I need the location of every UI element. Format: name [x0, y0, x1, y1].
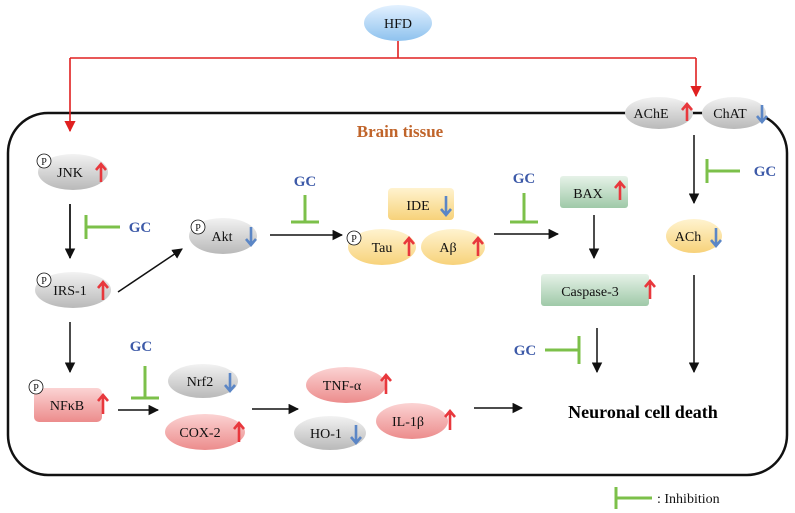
nfkb-phospho-icon — [28, 379, 44, 395]
caspase3-node — [541, 274, 649, 306]
nrf2-node — [168, 364, 238, 398]
tau-phospho-icon — [346, 230, 362, 246]
nrf2-down-arrow — [224, 373, 236, 394]
ide-label: IDE — [406, 199, 429, 214]
hfd-node — [364, 5, 432, 41]
hfd-label: HFD — [384, 17, 412, 32]
ho1-down-arrow — [350, 425, 362, 446]
tau-label: Tau — [372, 241, 393, 256]
cox2-up-arrow — [233, 420, 245, 442]
irs1-up-arrow — [97, 279, 109, 300]
chat-node — [702, 97, 766, 129]
il1b-node — [376, 403, 448, 439]
legend-inhibition-icon — [614, 487, 652, 509]
gc-label-amyloid: GC — [513, 171, 536, 187]
irs1-to-akt-arrow — [117, 248, 183, 293]
irs1-label: IRS-1 — [53, 284, 86, 299]
ho1-node — [294, 416, 366, 450]
brain-tissue-boundary — [6, 111, 789, 477]
nfkb-node — [34, 388, 102, 422]
gc-inhibition-amyloid — [510, 193, 538, 224]
tnfa-up-arrow — [380, 372, 392, 394]
irs1-phospho-icon — [36, 272, 52, 288]
cox2-label: COX-2 — [179, 426, 220, 441]
gc-label-ache: GC — [754, 164, 777, 180]
ide-node — [388, 188, 454, 220]
abeta-up-arrow — [472, 235, 484, 256]
il1b-label: IL-1β — [392, 415, 424, 430]
gc-inhibition-jnk — [84, 215, 120, 239]
akt-phospho-symbol: P — [195, 223, 201, 234]
chat-label: ChAT — [713, 107, 747, 122]
gc-inhibition-nrf2 — [131, 366, 159, 400]
jnk-phospho-icon — [36, 153, 52, 169]
nfkb-label: NFκB — [50, 399, 84, 414]
ache-up-arrow — [681, 101, 693, 121]
bax-label: BAX — [573, 187, 603, 202]
ide-down-arrow — [440, 196, 452, 218]
chat-down-arrow — [756, 105, 768, 125]
gc-inhibition-akt — [291, 195, 319, 224]
bax-up-arrow — [614, 179, 626, 200]
ho1-label: HO-1 — [310, 427, 342, 442]
ache-node — [625, 97, 693, 129]
tau-phospho-symbol: P — [351, 234, 357, 245]
jnk-label: JNK — [57, 166, 83, 181]
bax-node — [560, 176, 628, 208]
tau-node — [348, 229, 416, 265]
caspase3-label: Caspase-3 — [561, 285, 619, 300]
gc-label-caspase: GC — [514, 343, 537, 359]
ache-label: AChE — [634, 107, 669, 122]
abeta-label: Aβ — [439, 241, 456, 256]
akt-phospho-icon — [190, 219, 206, 235]
brain-tissue-title: Brain tissue — [357, 122, 444, 141]
ach-down-arrow — [710, 228, 722, 249]
gc-label-nrf2: GC — [130, 339, 153, 355]
legend-inhibition-label: : Inhibition — [657, 492, 720, 507]
akt-down-arrow — [245, 227, 257, 248]
neuronal-cell-death-label: Neuronal cell death — [568, 402, 718, 422]
il1b-up-arrow — [444, 408, 456, 430]
gc-label-jnk: GC — [129, 220, 152, 236]
gc-label-akt: GC — [294, 174, 317, 190]
gc-inhibition-caspase — [545, 336, 581, 364]
ach-label: ACh — [675, 230, 701, 245]
irs1-phospho-symbol: P — [41, 276, 47, 287]
jnk-node — [38, 154, 108, 190]
abeta-node — [421, 229, 485, 265]
caspase3-up-arrow — [644, 278, 656, 299]
akt-label: Akt — [212, 230, 233, 245]
akt-node — [189, 218, 257, 254]
cox2-node — [165, 414, 245, 450]
nrf2-label: Nrf2 — [187, 375, 213, 390]
nfkb-up-arrow — [97, 392, 109, 414]
tnfa-label: TNF-α — [323, 379, 362, 394]
tau-up-arrow — [403, 235, 415, 256]
jnk-up-arrow — [95, 161, 107, 182]
jnk-phospho-symbol: P — [41, 157, 47, 168]
tnfa-node — [306, 367, 386, 403]
irs1-node — [35, 272, 111, 308]
nfkb-phospho-symbol: P — [33, 383, 39, 394]
ach-node — [666, 219, 722, 253]
gc-inhibition-ache — [705, 159, 740, 183]
hfd-path — [70, 41, 696, 59]
